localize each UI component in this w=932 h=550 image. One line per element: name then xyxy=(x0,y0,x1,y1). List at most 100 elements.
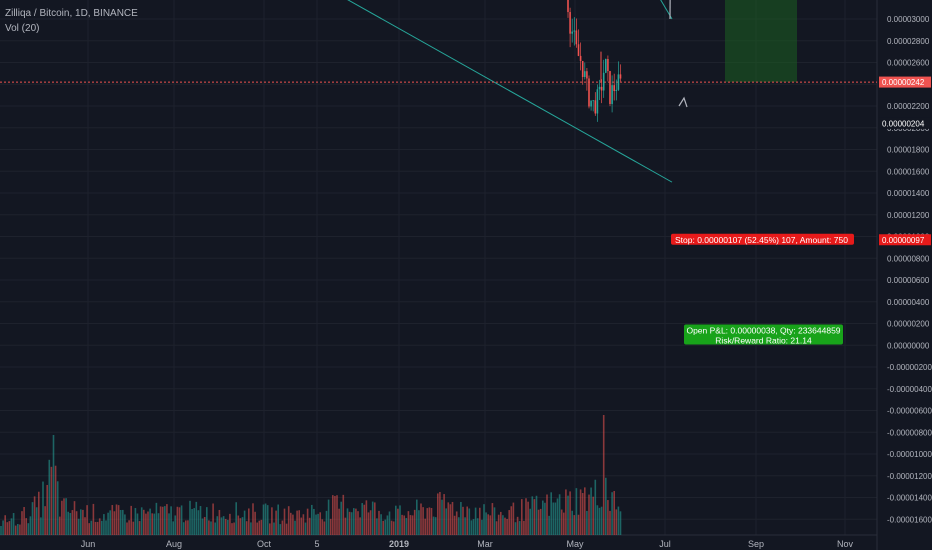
volume-bar xyxy=(88,523,90,535)
volume-bar xyxy=(302,514,305,535)
stop-label-text: Stop: 0.00000107 (52.45%) 107, Amount: 7… xyxy=(675,235,848,245)
volume-bar xyxy=(319,512,321,535)
volume-bar xyxy=(109,510,111,535)
volume-bar xyxy=(420,503,422,535)
volume-bar xyxy=(428,507,431,535)
candle-body xyxy=(613,85,615,91)
volume-bar xyxy=(250,522,252,535)
volume-bar xyxy=(191,509,193,535)
volume-bar xyxy=(409,515,412,535)
volume-bar xyxy=(573,515,576,535)
volume-bar xyxy=(149,508,151,535)
y-tick-label: 0.00002200 xyxy=(887,102,930,111)
volume-bar xyxy=(206,507,208,535)
volume-bar xyxy=(437,493,439,535)
volume-bar xyxy=(292,514,294,535)
volume-bar xyxy=(103,514,105,535)
candle-body xyxy=(581,60,584,77)
volume-bar xyxy=(248,508,250,535)
volume-bar xyxy=(422,507,424,535)
volume-bar xyxy=(567,495,569,535)
volume-bar xyxy=(218,509,221,535)
volume-bar xyxy=(602,415,605,535)
volume-bar xyxy=(485,512,487,535)
volume-bar xyxy=(132,521,135,535)
volume-bar xyxy=(569,491,571,535)
volume-bar xyxy=(262,504,265,535)
volume-bar xyxy=(287,506,290,535)
volume-bar xyxy=(38,491,40,535)
volume-bar xyxy=(525,498,527,535)
volume-bar xyxy=(59,516,61,535)
volume-bar xyxy=(401,514,403,535)
volume-bar xyxy=(361,503,363,535)
volume-bar xyxy=(600,506,603,535)
volume-bar xyxy=(235,502,237,535)
volume-bar xyxy=(84,517,86,535)
volume-bar xyxy=(542,500,544,535)
candle-body xyxy=(594,100,597,114)
volume-bar xyxy=(395,505,397,535)
volume-bar xyxy=(380,514,382,535)
volume-bar xyxy=(376,518,378,535)
candle-body xyxy=(577,44,580,56)
volume-bar xyxy=(470,520,473,535)
volume-bar xyxy=(52,435,55,535)
volume-bar xyxy=(281,520,284,535)
volume-bar xyxy=(617,506,620,535)
candle-body xyxy=(573,30,576,32)
volume-bar xyxy=(231,523,233,535)
volume-bar xyxy=(382,520,384,535)
volume-bar xyxy=(327,499,330,535)
volume-bar xyxy=(136,513,139,535)
volume-bar xyxy=(46,484,48,535)
volume-bar xyxy=(195,501,198,535)
candle-body xyxy=(571,31,573,34)
volume-bar xyxy=(508,510,510,535)
axis-entry-price: 0.00000242 xyxy=(882,78,925,87)
volume-bar xyxy=(512,502,515,535)
y-tick-label: 0.00000600 xyxy=(887,276,930,285)
volume-bar xyxy=(14,525,17,535)
volume-bar xyxy=(27,523,30,535)
volume-bar xyxy=(300,517,303,535)
volume-bar xyxy=(208,520,210,535)
volume-bar xyxy=(336,495,338,535)
volume-bar xyxy=(329,518,332,535)
pnl-label-text: Risk/Reward Ratio: 21.14 xyxy=(715,336,812,346)
volume-bar xyxy=(164,506,166,535)
volume-bar xyxy=(563,512,565,535)
y-tick-label: -0.00000200 xyxy=(887,363,932,372)
volume-bar xyxy=(245,521,248,535)
candle-body xyxy=(575,30,578,45)
volume-bar xyxy=(321,519,324,535)
pnl-label: Open P&L: 0.00000038, Qty: 233644859Risk… xyxy=(684,324,843,346)
volume-bar xyxy=(126,522,128,535)
volume-bar xyxy=(384,519,387,535)
volume-bar xyxy=(537,509,540,535)
volume-bar xyxy=(61,500,63,535)
volume-bar xyxy=(294,520,296,535)
trendline-lower xyxy=(347,0,673,183)
volume-bar xyxy=(479,507,481,535)
volume-bar xyxy=(434,517,437,535)
chart-legend: Zilliqa / Bitcoin, 1D, BINANCE Vol (20) xyxy=(5,6,138,36)
volume-bar xyxy=(119,509,122,535)
volume-bar xyxy=(521,499,523,535)
projection-arrowhead xyxy=(678,96,688,108)
volume-bar xyxy=(544,502,546,535)
volume-bar xyxy=(258,520,261,535)
volume-bar xyxy=(548,515,550,535)
volume-bar xyxy=(476,518,479,535)
volume-bar xyxy=(239,518,242,535)
volume-bar xyxy=(510,506,513,535)
volume-bar xyxy=(54,465,57,535)
volume-bar xyxy=(346,508,349,535)
volume-indicator-label: Vol (20) xyxy=(5,23,40,34)
candle-body xyxy=(619,74,622,79)
volume-bar xyxy=(8,521,11,535)
volume-bar xyxy=(170,506,172,535)
volume-bar xyxy=(86,505,88,535)
axis-stop-price-bg xyxy=(879,234,931,246)
